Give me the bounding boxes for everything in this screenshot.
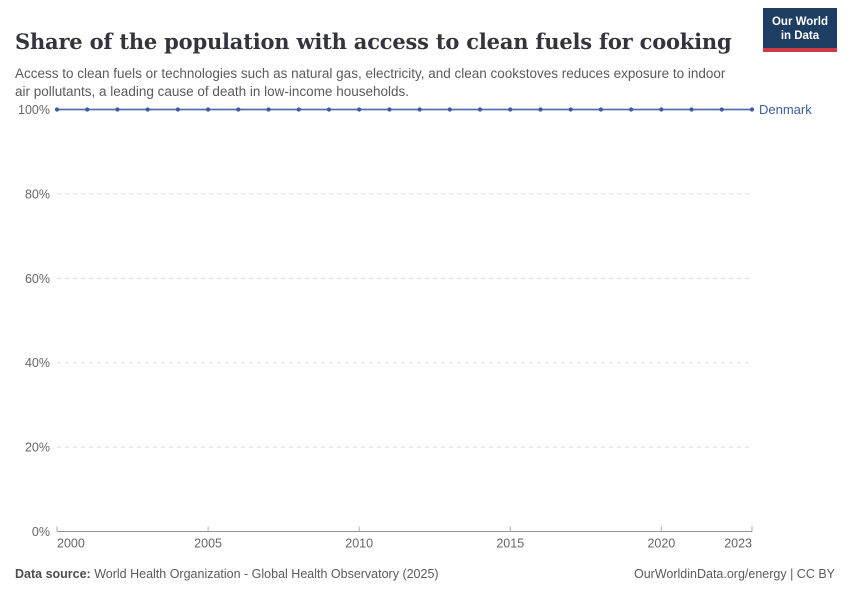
data-point[interactable] xyxy=(629,107,634,112)
data-point[interactable] xyxy=(749,107,755,112)
data-point[interactable] xyxy=(659,107,664,112)
data-point[interactable] xyxy=(598,107,604,112)
data-source-value: World Health Organization - Global Healt… xyxy=(90,567,439,581)
data-source-text: Data source: World Health Organization -… xyxy=(15,567,439,581)
data-point[interactable] xyxy=(236,107,241,112)
data-point[interactable] xyxy=(447,107,452,112)
data-point[interactable] xyxy=(689,107,694,112)
owid-logo-line2: in Data xyxy=(780,30,820,42)
x-tick-label: 2010 xyxy=(345,537,373,551)
data-point[interactable] xyxy=(326,107,332,112)
y-tick-label: 100% xyxy=(18,103,50,117)
data-point[interactable] xyxy=(85,107,90,112)
x-tick-label: 2020 xyxy=(647,537,675,551)
entity-label[interactable]: Denmark xyxy=(759,102,812,117)
data-point[interactable] xyxy=(175,107,180,112)
attribution-link[interactable]: OurWorldinData.org/energy | CC BY xyxy=(633,567,835,581)
data-point[interactable] xyxy=(538,107,543,112)
y-tick-label: 0% xyxy=(32,525,50,539)
data-source-label: Data source: xyxy=(15,567,91,581)
y-tick-label: 80% xyxy=(25,187,50,201)
x-tick-label: 2023 xyxy=(724,537,752,551)
x-tick-label: 2000 xyxy=(57,537,85,551)
data-point[interactable] xyxy=(205,107,211,112)
data-point[interactable] xyxy=(296,107,301,112)
data-point[interactable] xyxy=(387,107,392,112)
data-point[interactable] xyxy=(357,107,362,112)
data-point[interactable] xyxy=(508,107,513,112)
y-tick-label: 40% xyxy=(25,356,50,370)
data-point[interactable] xyxy=(477,107,483,112)
owid-logo[interactable]: Our World in Data xyxy=(762,8,837,52)
y-tick-label: 20% xyxy=(25,441,50,455)
x-tick-label: 2005 xyxy=(194,537,222,551)
data-point[interactable] xyxy=(568,107,573,112)
data-point[interactable] xyxy=(54,107,60,112)
y-tick-label: 60% xyxy=(25,272,50,286)
chart-subtitle: Access to clean fuels or technologies su… xyxy=(15,65,726,100)
data-point[interactable] xyxy=(417,107,422,112)
line-chart[interactable]: 0% 20% 40% 60% 80% 100% 2000 2005 2010 2015 2020 20… xyxy=(0,95,850,560)
chart-footer: Data source: World Health Organization -… xyxy=(15,567,835,581)
data-point[interactable] xyxy=(719,107,724,112)
data-point[interactable] xyxy=(266,107,271,112)
chart-title: Share of the population with access to c… xyxy=(15,29,732,55)
owid-logo-line1: Our World xyxy=(771,16,828,28)
data-point[interactable] xyxy=(145,107,150,112)
x-tick-label: 2015 xyxy=(496,537,524,551)
data-point[interactable] xyxy=(115,107,120,112)
